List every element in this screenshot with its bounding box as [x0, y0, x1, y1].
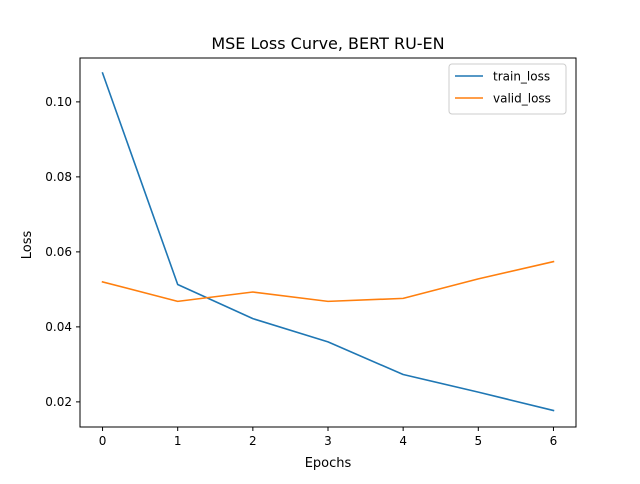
x-tick-label: 1	[174, 434, 182, 448]
chart-title: MSE Loss Curve, BERT RU-EN	[211, 34, 444, 53]
x-tick-label: 5	[474, 434, 482, 448]
x-tick-label: 3	[324, 434, 332, 448]
legend-label-train-loss: train_loss	[493, 70, 550, 84]
x-axis-label: Epochs	[305, 456, 352, 471]
x-tick-label: 2	[249, 434, 257, 448]
legend-label-valid-loss: valid_loss	[493, 92, 551, 106]
series-line-train-loss	[101, 71, 555, 412]
series-line-valid-loss	[101, 260, 555, 303]
y-tick-label: 0.02	[45, 395, 72, 409]
axes: 0 1 2 3 4 5 6 0.02 0.04 0.06 0.08 0.10	[45, 57, 577, 448]
x-tick-label: 0	[99, 434, 107, 448]
plot-area	[101, 71, 555, 412]
y-axis-label: Loss	[20, 231, 35, 260]
y-tick-label: 0.10	[45, 95, 72, 109]
y-tick-label: 0.04	[45, 320, 72, 334]
x-tick-label: 6	[550, 434, 558, 448]
y-tick-label: 0.06	[45, 245, 72, 259]
y-tick-label: 0.08	[45, 170, 72, 184]
x-tick-label: 4	[399, 434, 407, 448]
legend: train_loss valid_loss	[448, 63, 567, 115]
